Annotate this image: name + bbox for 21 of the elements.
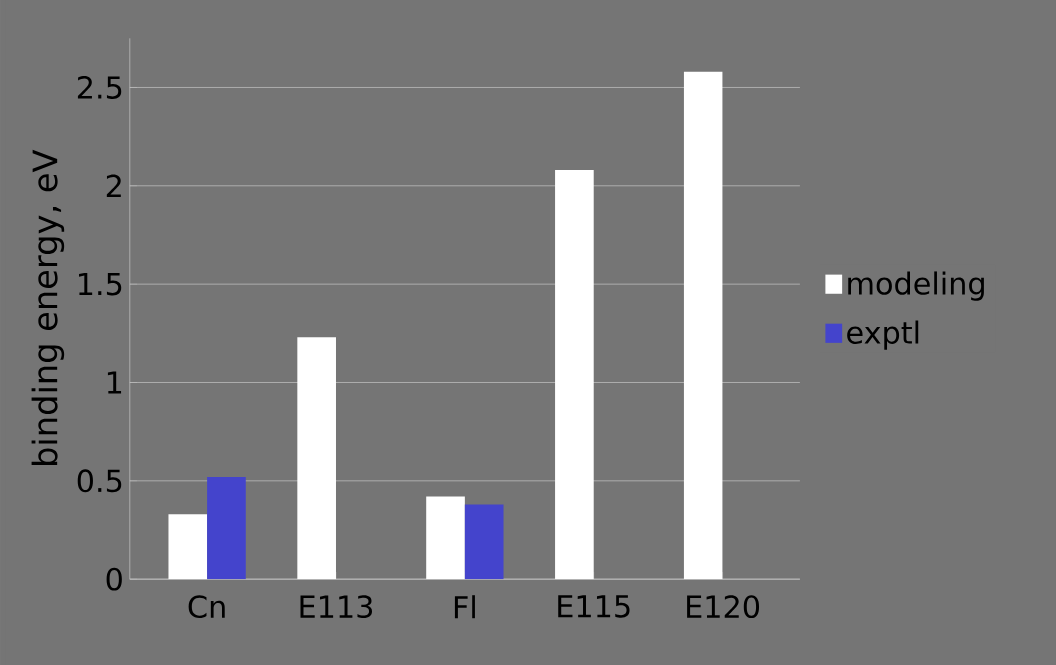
y-tick-label: 0.5	[77, 469, 122, 493]
x-tick-label: E120	[687, 595, 760, 618]
x-tick-label: Cn	[188, 595, 225, 618]
bar	[464, 504, 504, 580]
y-tick-label: 2.5	[77, 75, 122, 99]
bar	[426, 496, 465, 580]
bar	[683, 71, 723, 580]
x-tick-label: E115	[558, 595, 630, 618]
bar	[168, 514, 208, 580]
y-tick-label: 0	[106, 567, 122, 591]
x-tick-label: Fl	[454, 595, 475, 619]
bar	[555, 169, 594, 580]
legend-label: exptl	[847, 320, 919, 350]
legend-label: modeling	[848, 271, 984, 301]
y-tick-label: 1	[107, 371, 122, 394]
y-tick-label: 2	[106, 174, 121, 197]
y-tick-label: 1.5	[79, 272, 122, 296]
bar	[207, 476, 246, 580]
bar	[297, 337, 336, 580]
x-tick-label: E113	[300, 595, 373, 618]
y-axis-title: binding energy, eV	[31, 149, 65, 465]
